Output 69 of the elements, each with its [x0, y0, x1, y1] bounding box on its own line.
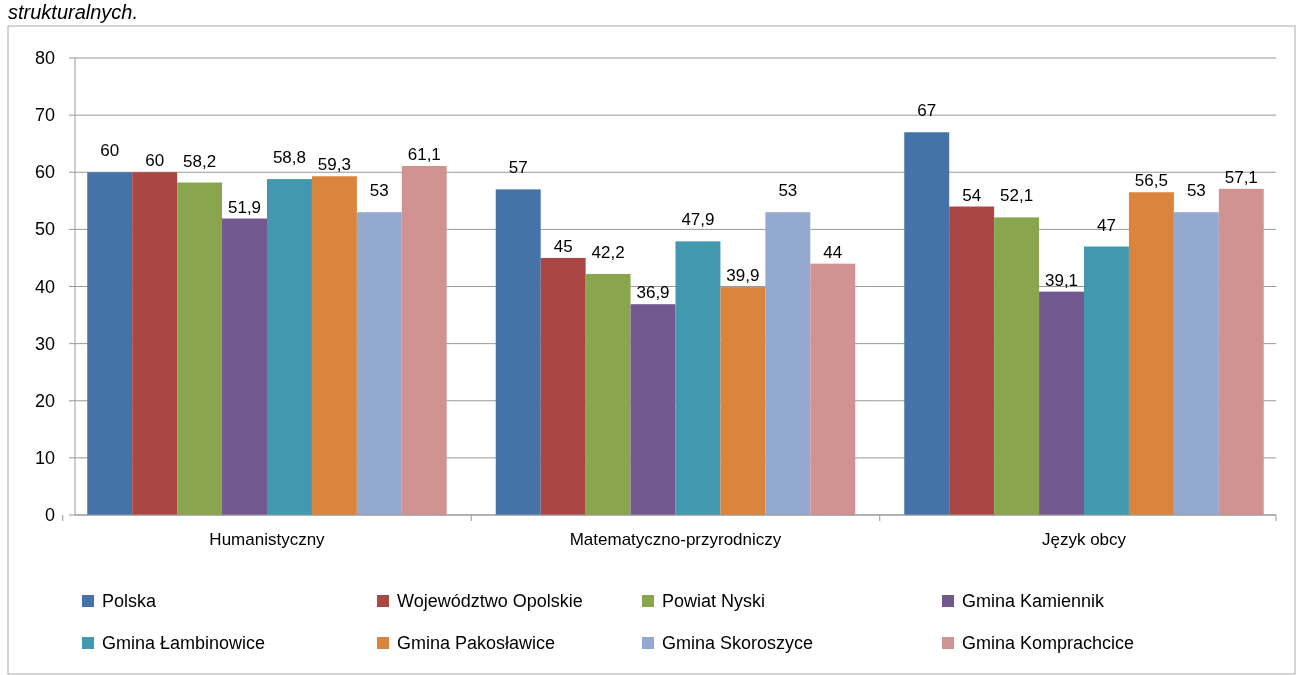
data-label: 58,2 — [183, 151, 217, 171]
bar — [401, 165, 447, 515]
data-label: 58,8 — [272, 148, 307, 168]
y-tick-label: 20 — [34, 390, 55, 411]
bar — [1173, 212, 1219, 515]
text: strukturalnych. — [8, 1, 139, 23]
data-label: 45 — [553, 236, 573, 256]
bar — [585, 273, 631, 515]
data-label: 39,1 — [1044, 270, 1079, 290]
bar — [1039, 291, 1085, 515]
legend-label: Gmina Kamiennik — [962, 591, 1106, 611]
bar — [356, 212, 402, 515]
data-label: 60 — [100, 141, 120, 161]
bar — [1128, 192, 1174, 515]
data-label: 53 — [369, 181, 389, 201]
bar — [267, 179, 312, 515]
data-label: 39,9 — [726, 266, 760, 286]
data-label: 57,1 — [1224, 167, 1258, 187]
legend-label: Gmina Pakosławice — [397, 633, 556, 653]
x-tick-label: Humanistyczny — [209, 530, 326, 549]
y-tick-label: 70 — [34, 105, 55, 126]
data-label: 61,1 — [407, 144, 441, 164]
data-label: 57 — [508, 158, 528, 178]
data-label: 53 — [778, 181, 798, 201]
y-tick-label: 50 — [34, 219, 55, 240]
data-label: 42,2 — [591, 242, 625, 262]
legend-label: Polska — [102, 591, 158, 611]
bar — [765, 212, 811, 515]
bar — [87, 172, 133, 515]
legend-label: Województwo Opolskie — [397, 591, 583, 611]
legend-label: Powiat Nyski — [662, 591, 766, 611]
bar — [311, 176, 357, 515]
y-tick-label: 10 — [34, 447, 55, 468]
bar — [222, 218, 267, 515]
legend-label: Gmina Komprachcice — [962, 633, 1135, 653]
bar — [132, 172, 178, 515]
y-tick-label: 30 — [34, 333, 55, 354]
y-tick-label: 80 — [34, 48, 55, 68]
data-label: 47,9 — [681, 210, 715, 230]
data-label: 53 — [1186, 181, 1206, 201]
x-tick-label: Język obcy — [1041, 530, 1127, 549]
data-label: 36,9 — [636, 283, 670, 303]
legend-label: Gmina Łambinowice — [102, 633, 266, 653]
bar — [949, 206, 995, 515]
bar — [904, 132, 950, 515]
data-label: 51,9 — [227, 197, 262, 217]
data-label: 47 — [1097, 215, 1116, 235]
data-label: 59,3 — [317, 155, 351, 175]
bar — [675, 241, 721, 515]
bar — [630, 304, 676, 515]
data-label: 44 — [823, 242, 843, 262]
data-label: 56,5 — [1134, 171, 1168, 191]
x-tick-label: Matematyczno-przyrodniczy — [569, 530, 782, 549]
data-label: 54 — [962, 185, 982, 205]
bar — [177, 182, 223, 515]
bar — [810, 263, 856, 515]
bar — [994, 217, 1040, 515]
bar — [1218, 188, 1264, 515]
bar — [540, 257, 586, 515]
legend-label: Gmina Skoroszyce — [662, 633, 814, 653]
data-label: 52,1 — [1000, 186, 1034, 206]
data-label: 60 — [145, 151, 165, 171]
y-tick-label: 40 — [34, 276, 55, 297]
y-tick-label: 0 — [44, 505, 55, 525]
data-label: 67 — [917, 101, 937, 121]
bar — [1084, 246, 1129, 515]
bar — [720, 287, 766, 515]
y-tick-label: 60 — [34, 162, 55, 183]
bar — [495, 189, 541, 515]
